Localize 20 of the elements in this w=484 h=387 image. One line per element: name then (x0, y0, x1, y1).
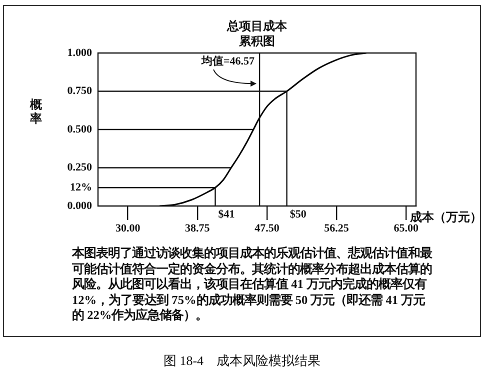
x-tick-label: 30.00 (115, 222, 141, 234)
y-tick-label: 0.250 (67, 162, 92, 174)
y-tick-label: 0.000 (67, 200, 92, 212)
chart-subtitle: 累积图 (238, 34, 275, 48)
annotation: 均值=46.57 (200, 54, 256, 68)
ref-line-label: $41 (218, 208, 235, 220)
caption: 图 18-4 成本风险模拟结果 (162, 352, 322, 370)
ref-line-label: $50 (290, 208, 307, 220)
chart-title: 总项目成本 (226, 19, 288, 34)
y-tick-label: 0.750 (67, 85, 92, 98)
y-tick-label: 0.500 (67, 123, 92, 136)
y-axis-title: 概率 (29, 98, 43, 126)
text: 本图表明了通过访谈收集的项目成本的乐观估计值、悲观估计值和最可能估计值符合一定的资金分布。其统计的概率分布超出成本估算的风险。从此图可以看出，该项目在估算值 41 万元内完成的概率仅有 12%，为了要达到 75%的成功概率则需要 50 万元（即还需 41 万元的 22%作为应急储备）。 (72, 246, 434, 324)
x-tick-label: 47.50 (254, 222, 280, 234)
x-tick-label: 65.00 (394, 222, 419, 234)
x-axis-title: 成本（万元） (409, 210, 482, 224)
y-tick-label: 1.000 (67, 46, 92, 59)
x-tick-label: 38.75 (185, 222, 210, 234)
x-tick-label: 56.25 (324, 222, 350, 234)
y-tick-label: 12% (70, 181, 92, 194)
